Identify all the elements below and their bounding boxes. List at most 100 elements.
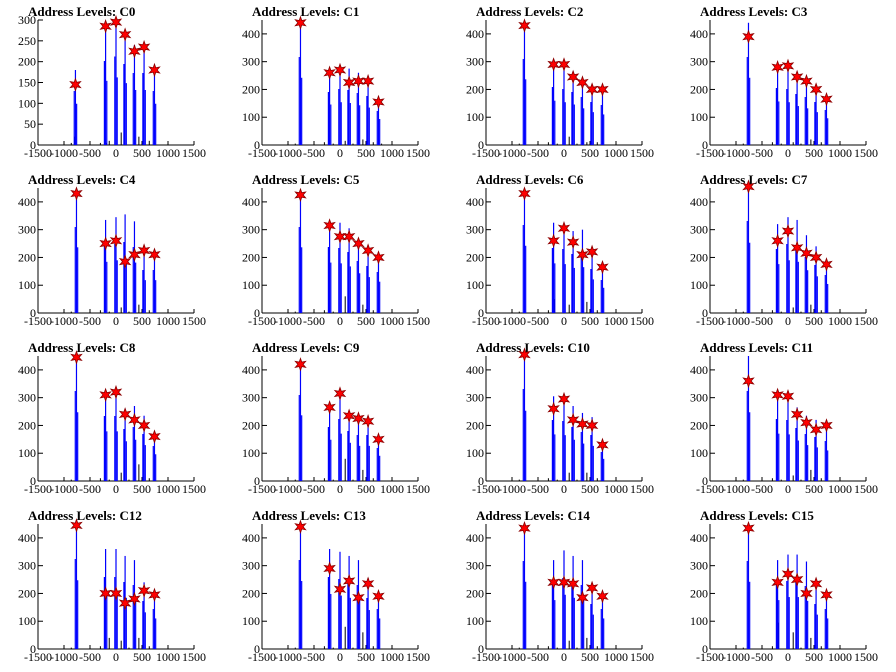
x-tick-label: 500 [581, 650, 599, 664]
x-tick-label: -500 [527, 482, 549, 496]
peak-marker [148, 429, 161, 444]
y-tick-label: 200 [690, 586, 708, 600]
peak-marker [800, 246, 813, 261]
y-tick-label: 300 [242, 391, 260, 405]
y-tick-label: 200 [18, 586, 36, 600]
x-tick-label: -500 [79, 314, 101, 328]
chart-title: Address Levels: C1 [252, 4, 359, 19]
x-tick-label: 1000 [604, 314, 628, 328]
y-tick-label: 200 [242, 586, 260, 600]
y-tick-label: 100 [242, 278, 260, 292]
x-tick-label: -1500 [248, 650, 276, 664]
y-tick-label: 100 [466, 446, 484, 460]
peak-marker [809, 576, 823, 591]
peak-marker [333, 229, 347, 244]
x-tick-label: 1500 [406, 482, 430, 496]
y-tick-label: 400 [242, 195, 260, 209]
x-tick-label: 1500 [406, 146, 430, 160]
peak-marker [333, 386, 347, 401]
peak-marker [576, 247, 589, 262]
x-tick-label: -1000 [498, 650, 526, 664]
peak-marker [294, 357, 307, 372]
x-tick-label: 1500 [182, 482, 206, 496]
x-tick-label: 0 [561, 314, 567, 328]
peak-marker [596, 437, 609, 453]
peak-marker [781, 566, 795, 582]
chart-panel: Address Levels: C13 0 100 200 300 400 -1500-10… [242, 508, 430, 664]
peak-marker [800, 73, 813, 89]
y-tick-label: 200 [18, 250, 36, 264]
y-tick-label: 0 [702, 306, 708, 320]
y-tick-label: 0 [478, 642, 484, 656]
chart-panel: Address Levels: C7 0 100 200 300 400 -1500-100… [690, 172, 878, 328]
peak-marker [70, 518, 83, 533]
x-tick-label: 0 [785, 146, 791, 160]
y-tick-label: 300 [18, 13, 36, 27]
x-tick-label: 0 [561, 146, 567, 160]
x-tick-label: 1500 [182, 650, 206, 664]
x-tick-label: -500 [751, 650, 773, 664]
x-tick-label: 1500 [406, 650, 430, 664]
x-tick-label: -1500 [472, 146, 500, 160]
x-tick-label: -1000 [274, 482, 302, 496]
peak-marker [294, 187, 307, 203]
y-tick-label: 100 [690, 446, 708, 460]
x-tick-label: -1000 [274, 146, 302, 160]
y-tick-label: 300 [466, 391, 484, 405]
peak-marker [547, 233, 560, 249]
y-tick-label: 0 [702, 138, 708, 152]
peak-marker [118, 595, 132, 611]
y-tick-label: 100 [242, 614, 260, 628]
peak-marker [742, 520, 755, 536]
peak-marker [576, 416, 589, 432]
peak-marker [771, 387, 784, 403]
peak-marker [372, 94, 385, 110]
x-tick-label: -1500 [248, 146, 276, 160]
peak-marker [342, 573, 356, 589]
y-tick-label: 200 [18, 418, 36, 432]
x-tick-label: 1000 [380, 314, 404, 328]
x-tick-label: -1500 [248, 314, 276, 328]
x-tick-label: 1000 [380, 146, 404, 160]
x-tick-label: -500 [751, 146, 773, 160]
peak-marker [128, 591, 141, 607]
y-tick-label: 200 [690, 418, 708, 432]
y-tick-label: 300 [18, 391, 36, 405]
x-tick-label: -1500 [248, 482, 276, 496]
peak-marker [518, 186, 531, 201]
y-tick-label: 300 [690, 559, 708, 573]
x-tick-label: 500 [357, 650, 375, 664]
y-tick-label: 250 [18, 34, 36, 48]
x-tick-label: 1500 [406, 314, 430, 328]
chart-panel: Address Levels: C6 0 100 200 300 400 -1500-100… [466, 172, 654, 328]
x-tick-label: -1500 [472, 482, 500, 496]
x-tick-label: -500 [303, 650, 325, 664]
y-tick-label: 100 [690, 614, 708, 628]
chart-title: Address Levels: C12 [28, 508, 142, 523]
x-tick-label: 500 [133, 650, 151, 664]
peak-marker [323, 400, 336, 415]
peak-marker [372, 432, 385, 447]
y-tick-label: 0 [254, 474, 260, 488]
chart-title: Address Levels: C6 [476, 172, 584, 187]
peak-marker [148, 247, 161, 262]
y-tick-label: 100 [242, 446, 260, 460]
y-tick-label: 0 [30, 306, 36, 320]
peak-marker [596, 259, 609, 275]
peak-marker [352, 236, 365, 251]
peak-marker [809, 250, 823, 265]
x-tick-label: 0 [337, 482, 343, 496]
peak-marker [352, 411, 365, 426]
peak-marker [99, 387, 112, 403]
peak-marker [790, 572, 804, 587]
y-tick-label: 400 [242, 27, 260, 41]
y-tick-label: 100 [690, 110, 708, 124]
peak-marker [790, 69, 804, 85]
peak-marker [294, 519, 307, 535]
peak-marker [781, 223, 795, 239]
peak-marker [148, 587, 161, 603]
y-tick-label: 400 [690, 363, 708, 377]
chart-panel: Address Levels: C14 0 100 200 300 400 -1500-10… [466, 508, 654, 664]
x-tick-label: 1000 [828, 146, 852, 160]
x-tick-label: 500 [357, 482, 375, 496]
